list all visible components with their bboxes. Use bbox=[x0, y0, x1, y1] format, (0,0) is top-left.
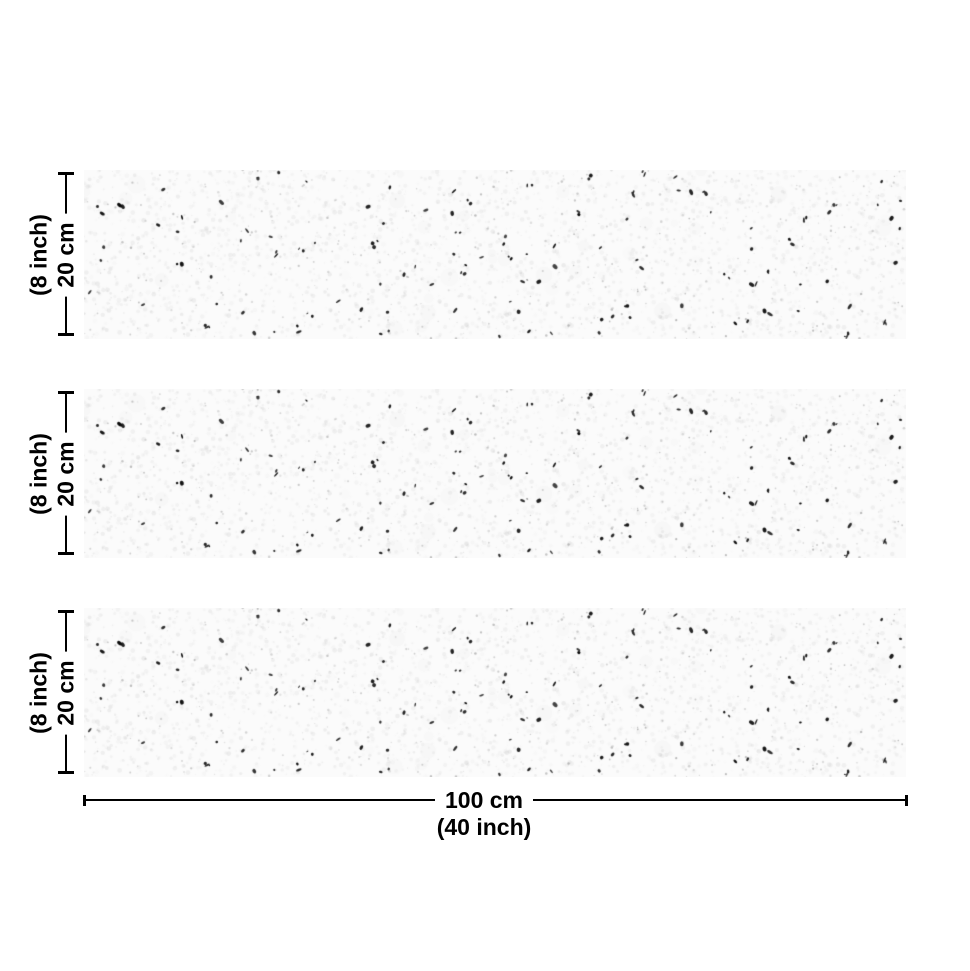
wallpaper-strip bbox=[84, 170, 906, 339]
width-label-cm: 100 cm bbox=[434, 787, 534, 814]
height-label-cm: 20 cm bbox=[53, 650, 80, 735]
dimension-cap-top bbox=[58, 391, 74, 394]
height-label-cm: 20 cm bbox=[53, 431, 80, 516]
height-label-inch: (8 inch) bbox=[26, 651, 52, 734]
wallpaper-strip bbox=[84, 608, 906, 777]
dimension-cap-bottom bbox=[58, 771, 74, 774]
height-label-cm: 20 cm bbox=[53, 212, 80, 297]
height-label-inch: (8 inch) bbox=[26, 432, 52, 515]
width-dimension-label: 100 cm (40 inch) bbox=[434, 787, 534, 841]
strip-row-2: (8 inch) 20 cm bbox=[0, 389, 970, 558]
dimension-cap-right bbox=[905, 795, 908, 806]
dimension-cap-bottom bbox=[58, 552, 74, 555]
strip-row-3: (8 inch) 20 cm bbox=[0, 608, 970, 777]
height-label-inch: (8 inch) bbox=[26, 213, 52, 296]
strip-row-1: (8 inch) 20 cm bbox=[0, 170, 970, 339]
dimension-cap-top bbox=[58, 610, 74, 613]
dimension-cap-bottom bbox=[58, 333, 74, 336]
dimension-cap-left bbox=[83, 795, 86, 806]
dimension-cap-top bbox=[58, 172, 74, 175]
width-label-inch: (40 inch) bbox=[436, 814, 532, 840]
wallpaper-strip bbox=[84, 389, 906, 558]
